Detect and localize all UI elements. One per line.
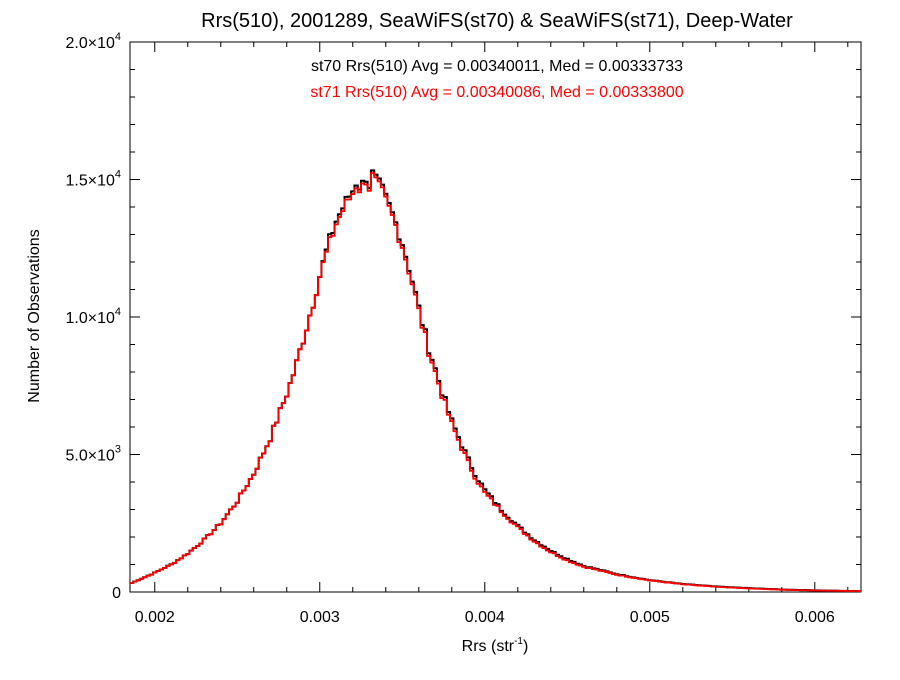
series-layer (130, 169, 861, 593)
y-tick-label-exponent: 4 (115, 31, 121, 43)
series-line (130, 172, 861, 593)
y-tick-label: 5.0×103 (65, 444, 121, 465)
x-tick-label: 0.002 (135, 609, 175, 626)
x-ticks: 0.002 0.003 0.004 0.005 0.006 (135, 42, 849, 626)
y-tick-label: 0 (112, 585, 121, 602)
x-tick-label: 0.004 (465, 609, 505, 626)
y-tick-label: 2.0×104 (65, 31, 121, 52)
y-tick-label-mantissa: 0 (112, 585, 121, 602)
y-tick-label-mantissa: 5.0×10 (65, 448, 114, 465)
y-tick-label: 1.5×104 (65, 169, 121, 190)
y-tick-label-exponent: 4 (115, 306, 121, 318)
chart-title: Rrs(510), 2001289, SeaWiFS(st70) & SeaWi… (201, 10, 793, 32)
annotation-st71: st71 Rrs(510) Avg = 0.00340086, Med = 0.… (310, 84, 683, 101)
x-tick-label: 0.003 (300, 609, 340, 626)
y-tick-label-mantissa: 1.5×10 (65, 173, 114, 190)
x-tick-label: 0.006 (795, 609, 835, 626)
y-tick-label-exponent: 3 (115, 444, 121, 456)
y-tick-label: 1.0×104 (65, 306, 121, 327)
plot-frame (129, 41, 862, 593)
y-axis-label: Number of Observations (26, 229, 43, 402)
series-line (130, 169, 861, 593)
x-tick-label: 0.005 (630, 609, 670, 626)
y-tick-label-mantissa: 1.0×10 (65, 310, 114, 327)
y-tick-label-exponent: 4 (115, 169, 121, 181)
annotation-st70: st70 Rrs(510) Avg = 0.00340011, Med = 0.… (311, 58, 683, 75)
x-axis-label-main: Rrs (str (462, 638, 515, 655)
y-tick-label-mantissa: 2.0×10 (65, 35, 114, 52)
x-axis-label-sup: -1 (514, 636, 523, 647)
x-axis-label: Rrs (str-1) (462, 636, 529, 655)
x-axis-label-tail: ) (523, 638, 528, 655)
